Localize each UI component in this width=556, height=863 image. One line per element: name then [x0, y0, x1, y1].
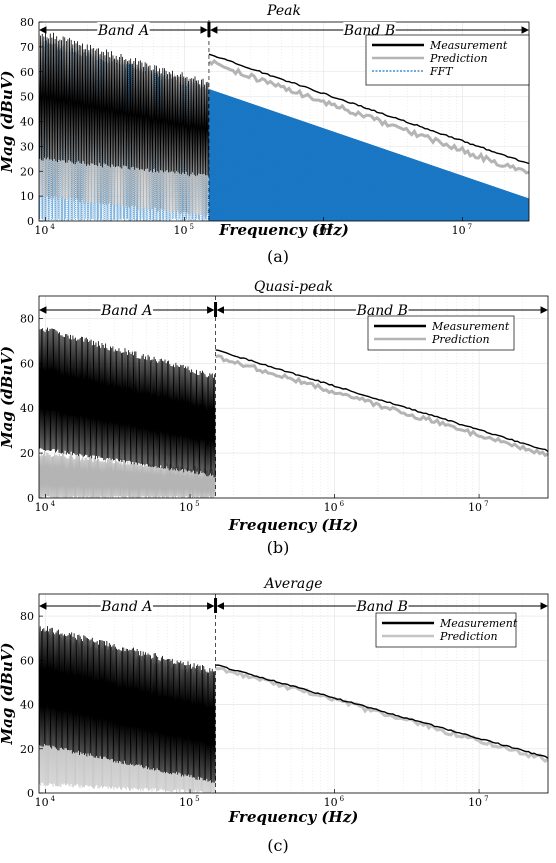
- y-tick-label: 50: [20, 91, 34, 104]
- chart-title: Peak: [266, 3, 301, 19]
- chart-b: Band A Band B02040608010 4 10 5 10 6 10 7Quasi-p…: [0, 279, 548, 557]
- y-tick-label: 30: [20, 140, 34, 153]
- x-tick-label: 10: [35, 796, 49, 809]
- chart-title: Average: [262, 576, 322, 592]
- x-tick-exponent: 6: [340, 500, 345, 508]
- y-axis-label: Mag (dBuV): [0, 643, 16, 746]
- x-tick-exponent: 5: [189, 223, 193, 231]
- y-tick-label: 60: [20, 654, 34, 667]
- x-axis-label: Frequency (Hz): [228, 516, 359, 534]
- y-tick-label: 0: [27, 492, 34, 505]
- y-tick-label: 20: [20, 743, 34, 756]
- legend: MeasurementPrediction: [368, 316, 514, 350]
- y-tick-label: 80: [20, 16, 34, 29]
- figure-caption: (c): [267, 836, 288, 855]
- x-tick-exponent: 4: [50, 223, 55, 231]
- y-tick-label: 60: [20, 357, 34, 370]
- x-tick-label: 10: [468, 796, 482, 809]
- chart-title: Quasi-peak: [254, 279, 333, 295]
- y-tick-label: 60: [20, 66, 34, 79]
- x-tick-exponent: 6: [340, 795, 345, 803]
- x-tick-label: 10: [179, 796, 193, 809]
- x-tick-exponent: 7: [468, 223, 472, 231]
- x-tick-label: 10: [468, 501, 482, 514]
- y-tick-label: 20: [20, 447, 34, 460]
- x-tick-exponent: 5: [195, 500, 199, 508]
- legend-label-measurement: Measurement: [431, 320, 510, 333]
- x-axis-label: Frequency (Hz): [228, 808, 359, 826]
- legend-label-prediction: Prediction: [431, 333, 490, 346]
- band-a-label: Band A: [100, 599, 152, 615]
- x-tick-exponent: 4: [51, 795, 56, 803]
- legend-label-measurement: Measurement: [439, 617, 518, 630]
- legend-label-fft: FFT: [429, 65, 454, 78]
- x-tick-exponent: 4: [51, 500, 56, 508]
- y-tick-label: 40: [20, 116, 34, 129]
- x-tick-label: 10: [324, 501, 338, 514]
- y-tick-label: 10: [20, 190, 34, 203]
- x-tick-label: 10: [34, 224, 48, 237]
- x-tick-label: 10: [35, 501, 49, 514]
- legend-label-measurement: Measurement: [429, 39, 508, 52]
- y-axis-label: Mag (dBuV): [0, 346, 16, 449]
- y-tick-label: 40: [20, 699, 34, 712]
- band-divider-marker: [214, 598, 217, 613]
- band-a-label: Band A: [97, 23, 149, 39]
- x-tick-label: 10: [179, 501, 193, 514]
- y-tick-label: 80: [20, 610, 34, 623]
- y-tick-label: 0: [27, 215, 34, 228]
- figure-caption: (b): [267, 538, 290, 557]
- band-b-label: Band B: [356, 599, 408, 615]
- y-tick-label: 20: [20, 165, 34, 178]
- x-tick-label: 10: [173, 224, 187, 237]
- x-tick-exponent: 7: [484, 795, 488, 803]
- x-axis-label: Frequency (Hz): [218, 221, 349, 239]
- legend-label-prediction: Prediction: [439, 630, 498, 643]
- band-a-label: Band A: [100, 303, 152, 319]
- legend-label-prediction: Prediction: [429, 52, 488, 65]
- figure-caption: (a): [267, 247, 289, 266]
- y-tick-label: 40: [20, 402, 34, 415]
- x-tick-exponent: 7: [484, 500, 488, 508]
- band-divider-marker: [207, 22, 210, 37]
- band-divider-marker: [214, 302, 217, 317]
- y-tick-label: 80: [20, 312, 34, 325]
- y-tick-label: 0: [27, 787, 34, 800]
- x-tick-exponent: 5: [195, 795, 199, 803]
- y-axis-label: Mag (dBuV): [0, 71, 16, 174]
- x-tick-label: 10: [452, 224, 466, 237]
- y-tick-label: 70: [20, 41, 34, 54]
